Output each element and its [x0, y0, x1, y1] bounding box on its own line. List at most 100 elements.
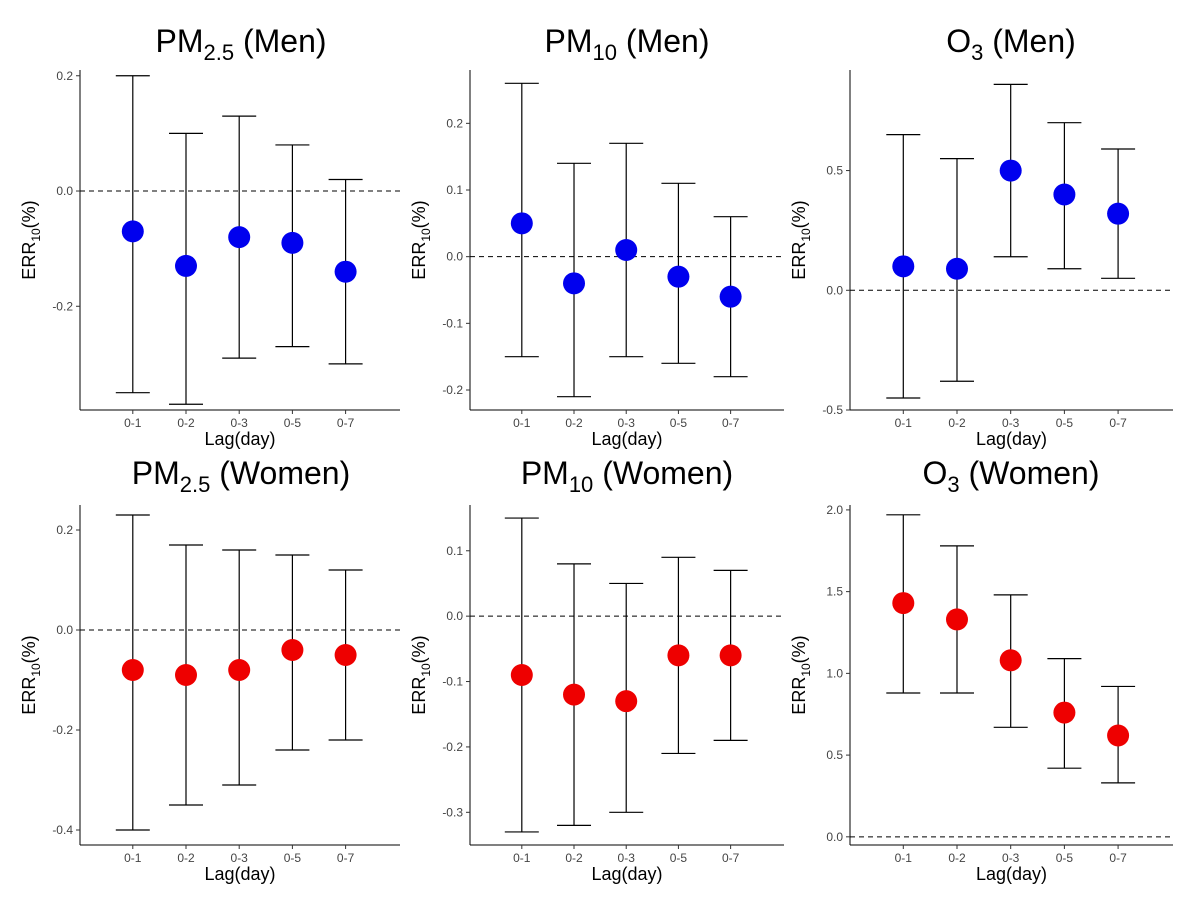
title-group: (Women): [210, 455, 350, 491]
panel-title: O3 (Men): [946, 23, 1076, 65]
y-title-main: ERR: [19, 242, 39, 280]
x-tick-label: 0-7: [337, 851, 355, 865]
x-tick-label: 0-2: [948, 851, 966, 865]
panel-5: PM10 (Women)0.10.0-0.1-0.2-0.30-1 0-2 0-3 0…: [409, 455, 784, 884]
y-tick-label: -0.2: [52, 299, 73, 313]
estimate-point: [719, 644, 742, 667]
y-tick-label: 0.2: [56, 69, 73, 83]
panel-title: O3 (Women): [922, 455, 1099, 497]
y-tick-label: 0.0: [446, 250, 463, 264]
y-title-main: ERR: [409, 242, 429, 280]
x-tick-label: 0-7: [1109, 851, 1127, 865]
x-tick-label: 0-1: [513, 416, 531, 430]
y-axis-title: ERR10(%): [789, 635, 813, 714]
x-tick-label: 0-2: [565, 416, 583, 430]
x-tick-label: 0-1: [124, 416, 142, 430]
x-axis-title: Lag(day): [976, 429, 1047, 449]
title-subscript: 3: [971, 40, 983, 65]
y-tick-label: -0.4: [52, 823, 73, 837]
x-tick-label: 0-1: [124, 851, 142, 865]
y-tick-label: 0.0: [826, 283, 843, 297]
estimate-point: [228, 659, 251, 681]
y-tick-label: -0.2: [52, 723, 73, 737]
panel-title: PM10 (Women): [521, 455, 733, 497]
x-tick-label: 0-1: [895, 851, 913, 865]
y-tick-label: 0.0: [56, 623, 73, 637]
y-tick-label: 0.0: [56, 184, 73, 198]
estimate-point: [1107, 724, 1130, 747]
estimate-point: [999, 649, 1022, 672]
y-axis-title: ERR10(%): [19, 635, 43, 714]
x-tick-label: 0-3: [231, 416, 249, 430]
y-title-suffix: (%): [409, 635, 429, 663]
y-axis-title: ERR10(%): [789, 200, 813, 279]
title-pollutant: PM: [155, 23, 203, 59]
y-title-subscript: 10: [799, 228, 813, 242]
title-group: (Women): [960, 455, 1100, 491]
title-group: (Men): [617, 23, 709, 59]
y-tick-label: 0.0: [826, 830, 843, 844]
estimate-point: [999, 159, 1022, 182]
x-axis-title: Lag(day): [591, 429, 662, 449]
estimate-point: [1107, 202, 1130, 225]
title-group: (Women): [593, 455, 733, 491]
y-title-subscript: 10: [29, 228, 43, 242]
panel-6: O3 (Women) 2.0 1.5 1.0 0.5 0.0 0-1 0-2 0-3 0-5 0-7…: [789, 455, 1173, 884]
estimate-point: [615, 690, 638, 713]
x-tick-label: 0-1: [513, 851, 531, 865]
x-tick-label: 0-2: [177, 416, 195, 430]
title-pollutant: PM: [132, 455, 180, 491]
estimate-point: [1053, 183, 1076, 206]
y-title-main: ERR: [789, 242, 809, 280]
panel-2: PM10 (Men)0.20.10.0-0.1-0.20-1 0-2 0-3 0-5 0…: [409, 23, 784, 449]
y-title-subscript: 10: [799, 663, 813, 677]
estimate-point: [945, 608, 968, 631]
x-axis-title: Lag(day): [976, 864, 1047, 884]
x-axis-title: Lag(day): [204, 429, 275, 449]
x-tick-label: 0-5: [670, 851, 688, 865]
x-tick-label: 0-5: [1056, 416, 1074, 430]
x-tick-label: 0-2: [565, 851, 583, 865]
panel-title: PM10 (Men): [545, 23, 710, 65]
x-tick-label: 0-5: [670, 416, 688, 430]
title-pollutant: O: [922, 455, 947, 491]
panel-title: PM2.5 (Women): [132, 455, 350, 497]
estimate-point: [563, 272, 586, 295]
y-tick-label: 0.2: [446, 116, 463, 130]
estimate-point: [334, 644, 357, 666]
y-tick-label: 1.5: [826, 585, 843, 599]
x-tick-label: 0-5: [284, 416, 302, 430]
y-tick-label: 2.0: [826, 503, 843, 517]
y-axis-title: ERR10(%): [409, 200, 433, 279]
x-axis-title: Lag(day): [591, 864, 662, 884]
panel-3: O3 (Men) 0.5 0.0 -0.5 0-1 0-2 0-3 0-5 0-7 Lag(day…: [789, 23, 1173, 449]
y-tick-label: -0.3: [442, 805, 463, 819]
title-pollutant: O: [946, 23, 971, 59]
estimate-point: [175, 254, 197, 277]
title-group: (Men): [983, 23, 1075, 59]
y-title-main: ERR: [789, 677, 809, 715]
x-tick-label: 0-3: [1002, 851, 1020, 865]
estimate-point: [667, 644, 690, 667]
y-tick-label: 0.2: [56, 523, 73, 537]
y-title-suffix: (%): [789, 635, 809, 663]
estimate-point: [175, 664, 197, 686]
estimate-point: [667, 265, 690, 288]
y-title-subscript: 10: [29, 663, 43, 677]
title-pollutant: PM: [545, 23, 593, 59]
y-title-subscript: 10: [419, 663, 433, 677]
y-tick-label: -0.1: [442, 675, 463, 689]
y-tick-label: -0.2: [442, 740, 463, 754]
title-group: (Men): [234, 23, 326, 59]
estimate-point: [228, 226, 251, 249]
y-tick-label: 0.0: [446, 609, 463, 623]
y-tick-label: 0.1: [446, 183, 463, 197]
y-tick-label: 0.5: [826, 164, 843, 178]
y-title-suffix: (%): [789, 200, 809, 228]
estimate-point: [121, 659, 144, 681]
estimate-point: [719, 285, 742, 308]
title-subscript: 2.5: [180, 472, 211, 497]
x-tick-label: 0-7: [722, 416, 740, 430]
y-axis-title: ERR10(%): [409, 635, 433, 714]
